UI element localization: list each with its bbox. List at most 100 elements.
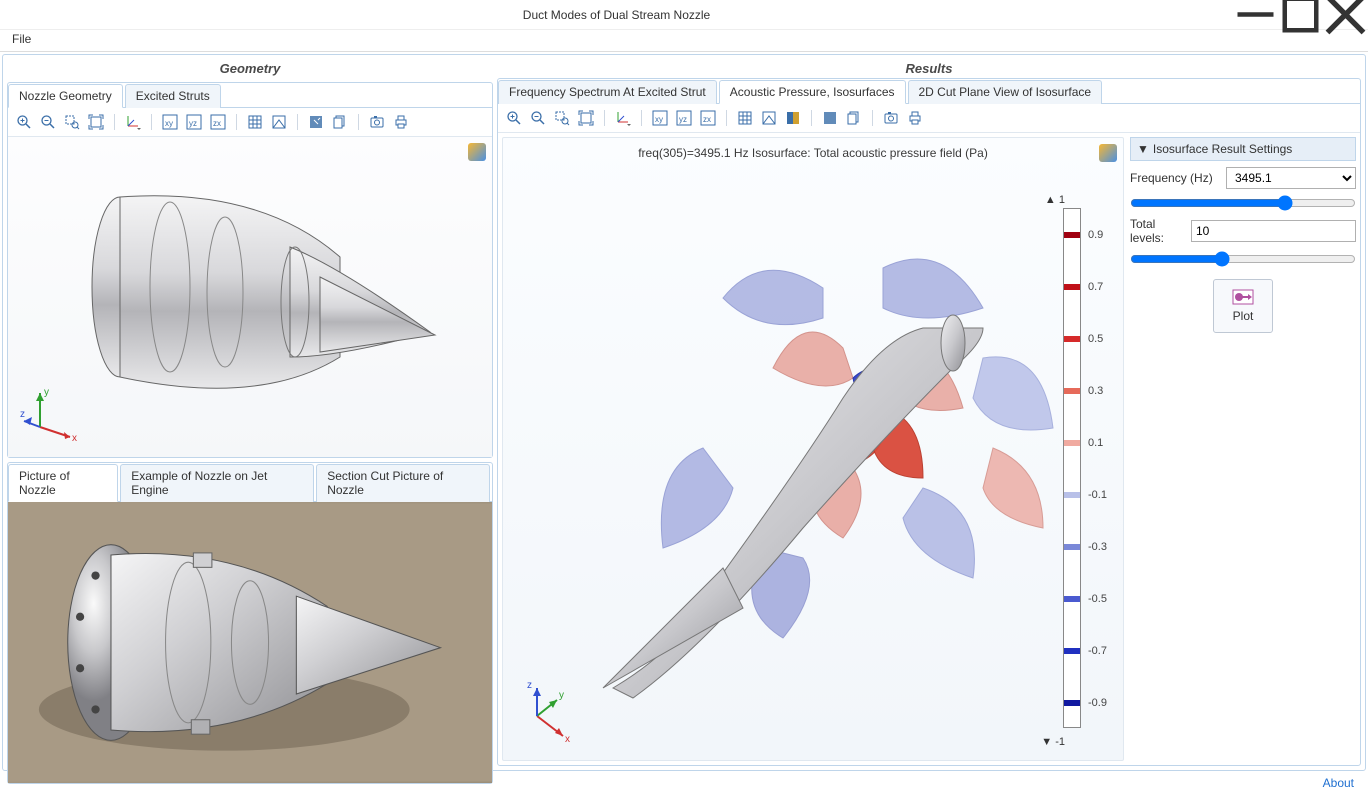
toolbar-separator bbox=[151, 114, 152, 130]
svg-text:y: y bbox=[559, 690, 564, 701]
colorbar-top-arrow: ▲ 1 bbox=[1045, 194, 1065, 206]
copy-icon[interactable] bbox=[844, 108, 864, 128]
axes-dropdown-icon[interactable] bbox=[123, 112, 143, 132]
snapshot-icon[interactable] bbox=[881, 108, 901, 128]
zx-view-icon[interactable]: zx bbox=[208, 112, 228, 132]
close-button[interactable] bbox=[1323, 0, 1368, 30]
svg-text:x: x bbox=[565, 734, 570, 745]
toolbar-separator bbox=[872, 110, 873, 126]
colorbar-mark bbox=[1064, 492, 1080, 498]
colorbar-mark bbox=[1064, 648, 1080, 654]
maximize-button[interactable] bbox=[1278, 0, 1323, 30]
tab-excited-struts[interactable]: Excited Struts bbox=[125, 84, 221, 108]
svg-text:xy: xy bbox=[165, 119, 173, 128]
menu-file[interactable]: File bbox=[6, 30, 37, 48]
colorbar-tick-label: 0.1 bbox=[1088, 437, 1103, 449]
colorbar-mark bbox=[1064, 596, 1080, 602]
print-icon[interactable] bbox=[905, 108, 925, 128]
right-column: Results Frequency Spectrum At Excited St… bbox=[497, 59, 1361, 766]
colorbar-mark bbox=[1064, 388, 1080, 394]
select-icon[interactable] bbox=[306, 112, 326, 132]
zoom-in-icon[interactable] bbox=[14, 112, 34, 132]
colorbar-tick-label: -0.9 bbox=[1088, 697, 1107, 709]
geometry-toolbar: xy yz zx bbox=[8, 108, 492, 137]
picture-tabs: Picture of Nozzle Example of Nozzle on J… bbox=[8, 463, 492, 502]
window-title: Duct Modes of Dual Stream Nozzle bbox=[0, 8, 1233, 22]
colorbar-mark bbox=[1064, 336, 1080, 342]
xy-view-icon[interactable]: xy bbox=[160, 112, 180, 132]
isosurface-3d-viewer[interactable]: freq(305)=3495.1 Hz Isosurface: Total ac… bbox=[502, 137, 1124, 761]
svg-text:yz: yz bbox=[679, 115, 687, 124]
axes-dropdown-icon[interactable] bbox=[613, 108, 633, 128]
colorbar-mark bbox=[1064, 284, 1080, 290]
toolbar-separator bbox=[604, 110, 605, 126]
zoom-in-icon[interactable] bbox=[504, 108, 524, 128]
toolbar-separator bbox=[811, 110, 812, 126]
colorbar-tick-label: 0.3 bbox=[1088, 385, 1103, 397]
geometry-3d-viewer[interactable]: x y z bbox=[8, 137, 492, 457]
grid-icon[interactable] bbox=[735, 108, 755, 128]
nozzle-photo bbox=[8, 502, 492, 783]
settings-header[interactable]: ▼ Isosurface Result Settings bbox=[1130, 137, 1356, 161]
results-body: freq(305)=3495.1 Hz Isosurface: Total ac… bbox=[498, 133, 1360, 765]
plot-button[interactable]: Plot bbox=[1213, 279, 1273, 333]
scene-light-icon[interactable] bbox=[269, 112, 289, 132]
colorbar-tick-label: 0.9 bbox=[1088, 229, 1103, 241]
tab-picture-nozzle[interactable]: Picture of Nozzle bbox=[8, 464, 118, 502]
results-pane: Frequency Spectrum At Excited Strut Acou… bbox=[497, 78, 1361, 766]
yz-view-icon[interactable]: yz bbox=[674, 108, 694, 128]
colorbar-tick-label: -0.3 bbox=[1088, 541, 1107, 553]
tab-frequency-spectrum[interactable]: Frequency Spectrum At Excited Strut bbox=[498, 80, 717, 104]
titlebar: Duct Modes of Dual Stream Nozzle bbox=[0, 0, 1368, 30]
levels-slider[interactable] bbox=[1130, 251, 1356, 267]
scene-light-icon[interactable] bbox=[759, 108, 779, 128]
plot-title: freq(305)=3495.1 Hz Isosurface: Total ac… bbox=[503, 138, 1123, 168]
frequency-select[interactable]: 3495.1 bbox=[1226, 167, 1356, 189]
colorbar-tick-label: -0.1 bbox=[1088, 489, 1107, 501]
copy-icon[interactable] bbox=[330, 112, 350, 132]
zoom-extents-icon[interactable] bbox=[86, 112, 106, 132]
frequency-slider[interactable] bbox=[1130, 195, 1356, 211]
zoom-extents-icon[interactable] bbox=[576, 108, 596, 128]
left-column: Geometry Nozzle Geometry Excited Struts … bbox=[7, 59, 493, 766]
colorbar-mark bbox=[1064, 700, 1080, 706]
toolbar-separator bbox=[236, 114, 237, 130]
tab-jet-engine[interactable]: Example of Nozzle on Jet Engine bbox=[120, 464, 314, 502]
levels-input[interactable] bbox=[1191, 220, 1356, 242]
results-toolbar: xy yz zx bbox=[498, 104, 1360, 133]
colorbar-bottom-arrow: ▼ -1 bbox=[1041, 736, 1065, 748]
zoom-box-icon[interactable] bbox=[62, 112, 82, 132]
settings-panel: ▼ Isosurface Result Settings Frequency (… bbox=[1130, 137, 1356, 761]
frequency-row: Frequency (Hz) 3495.1 bbox=[1130, 167, 1356, 189]
frequency-label: Frequency (Hz) bbox=[1130, 171, 1220, 185]
zoom-box-icon[interactable] bbox=[552, 108, 572, 128]
minimize-button[interactable] bbox=[1233, 0, 1278, 30]
plot-button-label: Plot bbox=[1233, 309, 1254, 323]
tab-nozzle-geometry[interactable]: Nozzle Geometry bbox=[8, 84, 123, 108]
levels-row: Total levels: bbox=[1130, 217, 1356, 245]
tab-acoustic-isosurfaces[interactable]: Acoustic Pressure, Isosurfaces bbox=[719, 80, 906, 104]
transparency-icon[interactable] bbox=[783, 108, 803, 128]
print-icon[interactable] bbox=[391, 112, 411, 132]
xy-view-icon[interactable]: xy bbox=[650, 108, 670, 128]
zoom-out-icon[interactable] bbox=[38, 112, 58, 132]
zoom-out-icon[interactable] bbox=[528, 108, 548, 128]
svg-text:zx: zx bbox=[703, 115, 711, 124]
svg-text:y: y bbox=[44, 387, 49, 398]
colorbar-mark bbox=[1064, 544, 1080, 550]
select-icon[interactable] bbox=[820, 108, 840, 128]
tab-section-cut[interactable]: Section Cut Picture of Nozzle bbox=[316, 464, 490, 502]
colorbar-mark bbox=[1064, 232, 1080, 238]
results-tabs: Frequency Spectrum At Excited Strut Acou… bbox=[498, 79, 1360, 104]
grid-icon[interactable] bbox=[245, 112, 265, 132]
results-panel-title: Results bbox=[497, 59, 1361, 78]
zx-view-icon[interactable]: zx bbox=[698, 108, 718, 128]
snapshot-icon[interactable] bbox=[367, 112, 387, 132]
yz-view-icon[interactable]: yz bbox=[184, 112, 204, 132]
tab-2d-cut-plane[interactable]: 2D Cut Plane View of Isosurface bbox=[908, 80, 1103, 104]
settings-title: Isosurface Result Settings bbox=[1153, 142, 1292, 156]
about-link[interactable]: About bbox=[1323, 776, 1354, 790]
picture-pane: Picture of Nozzle Example of Nozzle on J… bbox=[7, 462, 493, 784]
comsol-logo-icon bbox=[1099, 144, 1117, 162]
svg-text:yz: yz bbox=[189, 119, 197, 128]
